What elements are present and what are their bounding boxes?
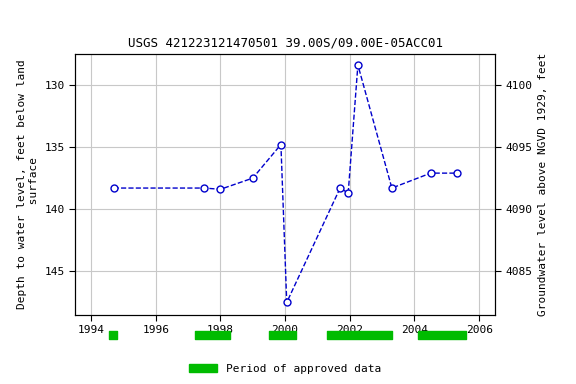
Y-axis label: Groundwater level above NGVD 1929, feet: Groundwater level above NGVD 1929, feet (539, 53, 548, 316)
Y-axis label: Depth to water level, feet below land
 surface: Depth to water level, feet below land su… (17, 60, 39, 309)
Title: USGS 421223121470501 39.00S/09.00E-05ACC01: USGS 421223121470501 39.00S/09.00E-05ACC… (128, 37, 442, 50)
Legend: Period of approved data: Period of approved data (185, 359, 385, 378)
